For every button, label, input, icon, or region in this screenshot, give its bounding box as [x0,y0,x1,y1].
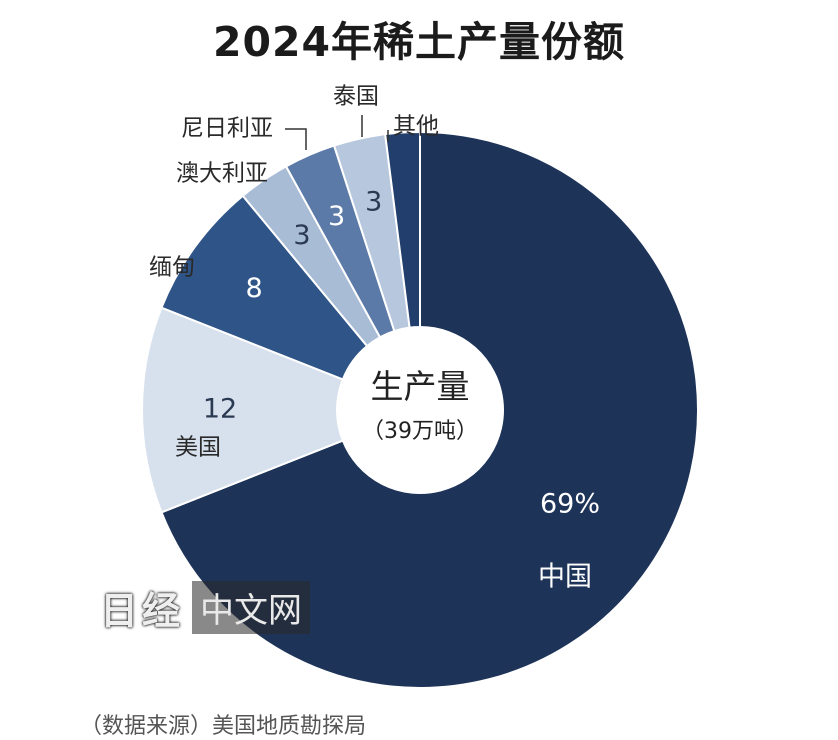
value-label-5: 3 [365,187,382,218]
data-source-note: （数据来源）美国地质勘探局 [80,714,367,739]
watermark-logo: 日经 [100,587,185,633]
watermark: 日经 中文网 [100,580,311,634]
category-label-1: 美国 [175,435,221,461]
value-label-1: 12 [203,394,237,425]
leader-lines [285,115,389,150]
donut-hole [337,327,503,493]
value-label-2: 8 [246,273,263,304]
category-label-4: 尼日利亚 [181,116,273,142]
category-label-6: 其他 [393,114,439,140]
category-label-0: 中国 [538,562,592,593]
leader-line-nigeria [285,128,307,150]
category-label-5: 泰国 [333,84,379,110]
value-label-3: 3 [293,220,310,251]
category-label-2: 缅甸 [149,255,195,281]
center-sublabel: （39万吨） [362,419,478,444]
category-label-3: 澳大利亚 [176,161,268,187]
slices-group [140,130,699,689]
chart-title: 2024年稀土产量份额 [212,18,626,66]
watermark-text: 中文网 [192,580,311,634]
value-label-4: 3 [328,201,345,232]
center-label: 生产量 [371,367,470,406]
value-label-0: 69% [540,489,600,520]
